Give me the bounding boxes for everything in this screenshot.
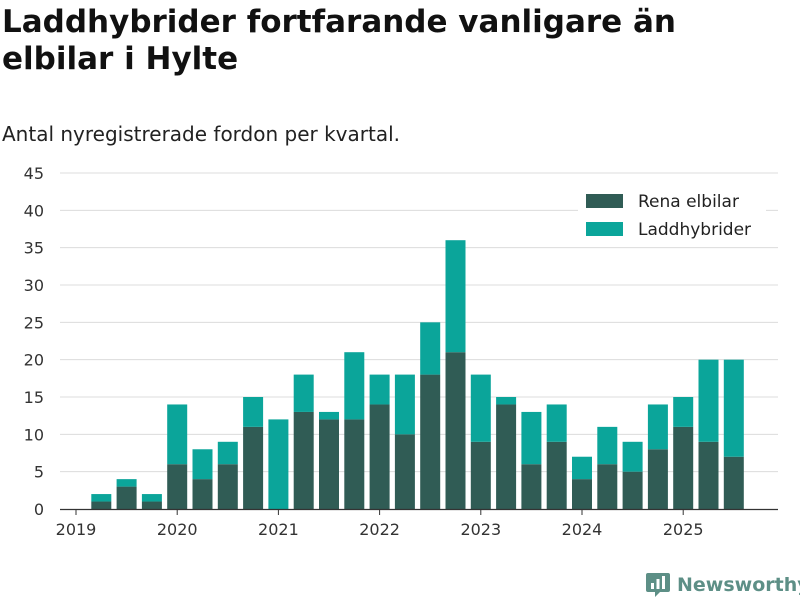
- bar-laddhybrider-2019-Q4[interactable]: [141, 494, 162, 502]
- bar-rena-elbilar-2025-Q2[interactable]: [698, 441, 719, 509]
- x-tick-label-2024: 2024: [562, 520, 603, 539]
- brand-name: Newsworthy: [677, 574, 800, 596]
- bar-rena-elbilar-2023-Q1[interactable]: [470, 441, 491, 509]
- bar-rena-elbilar-2024-Q1[interactable]: [572, 479, 592, 509]
- chart-subtitle: Antal nyregistrerade fordon per kvartal.: [2, 122, 401, 146]
- bar-laddhybrider-2020-Q2[interactable]: [192, 449, 213, 480]
- bar-laddhybrider-2022-Q4[interactable]: [445, 240, 466, 353]
- bar-laddhybrider-2020-Q3[interactable]: [217, 441, 238, 465]
- bar-rena-elbilar-2021-Q4[interactable]: [344, 419, 365, 509]
- legend[interactable]: Rena elbilar Laddhybrider: [578, 183, 766, 247]
- bar-rena-elbilar-2019-Q4[interactable]: [141, 501, 162, 509]
- y-tick-label: 10: [24, 425, 44, 444]
- x-axis: 2019 2020 2021 2022 2023 2024 2025: [56, 508, 778, 539]
- bar-rena-elbilar-2022-Q3[interactable]: [420, 374, 441, 509]
- legend-swatch-laddhybrider: [586, 222, 623, 236]
- bar-rena-elbilar-2020-Q2[interactable]: [192, 479, 213, 509]
- bar-rena-elbilar-2020-Q3[interactable]: [217, 464, 238, 509]
- bar-rena-elbilar-2023-Q2[interactable]: [496, 404, 517, 509]
- x-tick-label-2021: 2021: [258, 520, 299, 539]
- legend-item-laddhybrider[interactable]: Laddhybrider: [586, 220, 751, 240]
- newsworthy-logo-icon: [646, 573, 670, 597]
- bar-laddhybrider-2024-Q4[interactable]: [647, 404, 668, 450]
- bar-laddhybrider-2023-Q2[interactable]: [496, 397, 517, 405]
- y-axis: 0 5 10 15 20 25 30 35 40 45: [24, 164, 44, 519]
- bar-laddhybrider-2023-Q1[interactable]: [470, 374, 491, 442]
- bar-laddhybrider-2020-Q1[interactable]: [167, 404, 188, 465]
- legend-swatch-rena-elbilar: [586, 194, 623, 208]
- bar-laddhybrider-2019-Q2[interactable]: [91, 494, 112, 502]
- y-tick-label: 25: [24, 313, 44, 332]
- bar-laddhybrider-2025-Q1[interactable]: [673, 397, 694, 427]
- newsworthy-brand[interactable]: Newsworthy: [645, 570, 800, 600]
- bar-laddhybrider-2021-Q1[interactable]: [268, 419, 289, 509]
- x-tick-label-2022: 2022: [359, 520, 400, 539]
- bar-laddhybrider-2024-Q1[interactable]: [572, 456, 592, 480]
- x-tick-label-2023: 2023: [460, 520, 501, 539]
- bar-rena-elbilar-2023-Q4[interactable]: [546, 441, 567, 509]
- y-tick-label: 45: [24, 164, 44, 183]
- bar-rena-elbilar-2025-Q1[interactable]: [673, 426, 694, 509]
- bar-rena-elbilar-2019-Q3[interactable]: [116, 486, 137, 509]
- y-tick-label: 30: [24, 276, 44, 295]
- legend-background: [578, 183, 766, 247]
- bar-laddhybrider-2022-Q2[interactable]: [394, 374, 415, 435]
- bar-rena-elbilar-2025-Q3[interactable]: [723, 456, 744, 509]
- bar-laddhybrider-2020-Q4[interactable]: [243, 397, 264, 427]
- bar-rena-elbilar-2024-Q4[interactable]: [647, 449, 668, 509]
- legend-item-rena-elbilar[interactable]: Rena elbilar: [586, 192, 739, 212]
- legend-label-laddhybrider: Laddhybrider: [638, 220, 751, 240]
- bar-laddhybrider-2025-Q3[interactable]: [723, 359, 744, 457]
- bar-laddhybrider-2022-Q3[interactable]: [420, 322, 441, 375]
- bars: [91, 240, 744, 509]
- bar-rena-elbilar-2024-Q3[interactable]: [622, 471, 643, 509]
- bar-rena-elbilar-2024-Q2[interactable]: [597, 464, 618, 509]
- bar-laddhybrider-2021-Q4[interactable]: [344, 352, 365, 420]
- bar-rena-elbilar-2021-Q2[interactable]: [293, 411, 314, 509]
- y-tick-label: 5: [34, 463, 44, 482]
- y-tick-label: 20: [24, 351, 44, 370]
- bar-laddhybrider-2023-Q4[interactable]: [546, 404, 567, 442]
- x-tick-label-2025: 2025: [663, 520, 704, 539]
- x-tick-label-2019: 2019: [56, 520, 97, 539]
- y-tick-label: 35: [24, 239, 44, 258]
- x-tick-label-2020: 2020: [157, 520, 198, 539]
- bar-laddhybrider-2019-Q3[interactable]: [116, 479, 137, 487]
- bar-laddhybrider-2021-Q3[interactable]: [319, 411, 339, 420]
- bar-laddhybrider-2022-Q1[interactable]: [369, 374, 390, 405]
- legend-label-rena-elbilar: Rena elbilar: [638, 192, 739, 212]
- bar-laddhybrider-2023-Q3[interactable]: [521, 411, 542, 465]
- bar-laddhybrider-2025-Q2[interactable]: [698, 359, 719, 442]
- bar-rena-elbilar-2020-Q1[interactable]: [167, 464, 188, 509]
- chart-title: Laddhybrider fortfarande vanligare än el…: [2, 4, 676, 77]
- bar-rena-elbilar-2022-Q4[interactable]: [445, 352, 466, 509]
- bar-rena-elbilar-2020-Q4[interactable]: [243, 426, 264, 509]
- bar-rena-elbilar-2022-Q2[interactable]: [394, 434, 415, 509]
- bar-laddhybrider-2024-Q3[interactable]: [622, 441, 643, 472]
- bar-laddhybrider-2024-Q2[interactable]: [597, 426, 618, 465]
- bar-rena-elbilar-2022-Q1[interactable]: [369, 404, 390, 509]
- y-tick-label: 15: [24, 388, 44, 407]
- y-tick-label: 40: [24, 201, 44, 220]
- bar-rena-elbilar-2023-Q3[interactable]: [521, 464, 542, 509]
- y-tick-label: 0: [34, 500, 44, 519]
- bar-laddhybrider-2021-Q2[interactable]: [293, 374, 314, 412]
- bar-rena-elbilar-2021-Q3[interactable]: [319, 419, 339, 509]
- bar-rena-elbilar-2019-Q2[interactable]: [91, 501, 112, 509]
